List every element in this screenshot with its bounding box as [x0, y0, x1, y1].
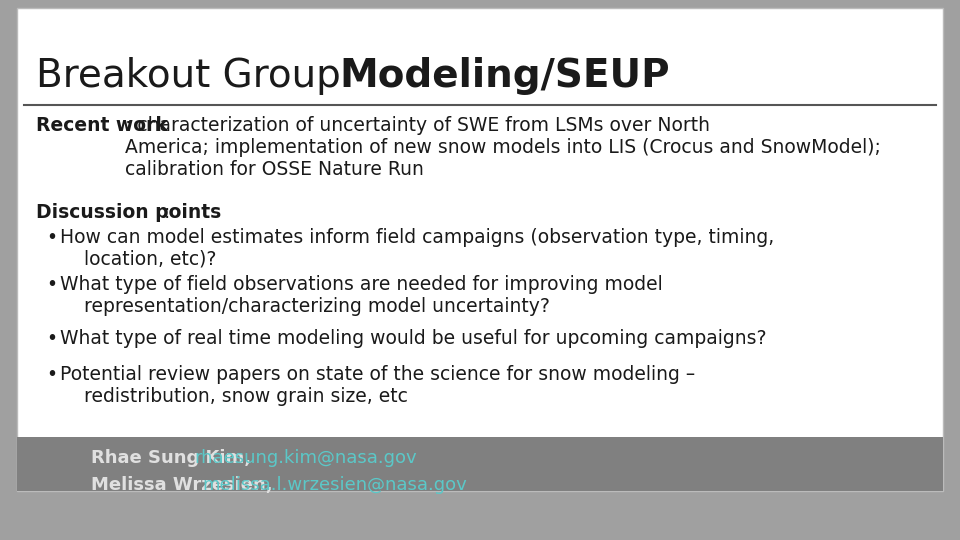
Text: Modeling/SEUP: Modeling/SEUP	[339, 57, 669, 94]
Text: Recent work: Recent work	[36, 116, 168, 135]
Text: Rhae Sung Kim,: Rhae Sung Kim,	[91, 449, 257, 467]
Text: What type of real time modeling would be useful for upcoming campaigns?: What type of real time modeling would be…	[60, 329, 766, 348]
Circle shape	[27, 433, 84, 488]
Text: NASA: NASA	[40, 455, 70, 465]
Text: rhaesung.kim@nasa.gov: rhaesung.kim@nasa.gov	[194, 449, 417, 467]
Text: :: :	[164, 202, 171, 221]
Text: •: •	[46, 228, 58, 247]
Text: •: •	[46, 329, 58, 348]
Text: How can model estimates inform field campaigns (observation type, timing,
    lo: How can model estimates inform field cam…	[60, 228, 774, 269]
Text: Discussion points: Discussion points	[36, 202, 222, 221]
Text: Potential review papers on state of the science for snow modeling –
    redistri: Potential review papers on state of the …	[60, 364, 695, 406]
Text: : characterization of uncertainty of SWE from LSMs over North
America; implement: : characterization of uncertainty of SWE…	[125, 116, 880, 179]
Text: Breakout Group:: Breakout Group:	[36, 57, 367, 94]
Text: Melissa Wrzesien,: Melissa Wrzesien,	[91, 476, 279, 494]
Text: •: •	[46, 364, 58, 383]
Text: What type of field observations are needed for improving model
    representatio: What type of field observations are need…	[60, 275, 662, 316]
Text: melissa.l.wrzesien@nasa.gov: melissa.l.wrzesien@nasa.gov	[203, 476, 468, 494]
Text: •: •	[46, 275, 58, 294]
